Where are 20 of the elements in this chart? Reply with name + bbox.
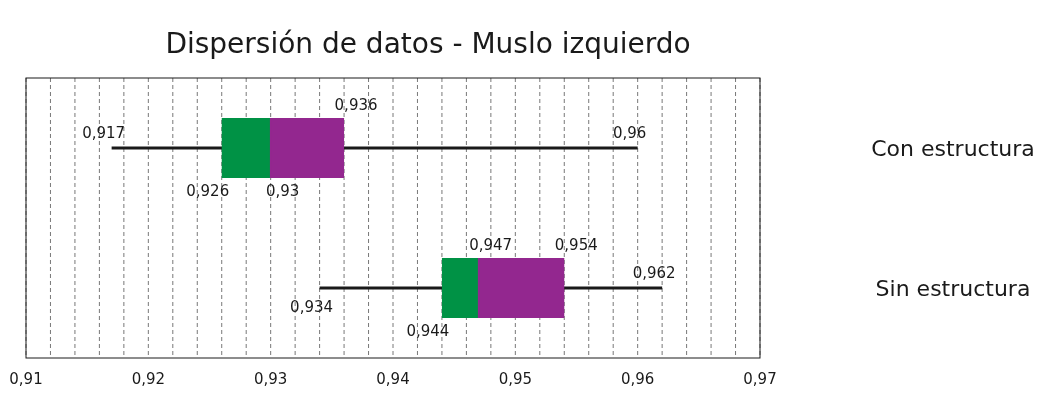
x-tick-label: 0,95 bbox=[498, 370, 533, 388]
annotation: 0,944 bbox=[406, 322, 450, 340]
annotation: 0,93 bbox=[265, 182, 300, 200]
annotation: 0,936 bbox=[334, 96, 378, 114]
x-tick-label: 0,93 bbox=[253, 370, 288, 388]
annotation: 0,934 bbox=[290, 298, 334, 316]
annotation: 0,947 bbox=[469, 236, 513, 254]
y-tick-label: Con estructura bbox=[871, 136, 1035, 161]
x-tick-label: 0,94 bbox=[376, 370, 410, 388]
x-tick-label: 0,96 bbox=[620, 370, 655, 388]
x-tick-label: 0,97 bbox=[743, 370, 777, 388]
x-tick-label: 0,91 bbox=[9, 370, 43, 388]
x-tick-label: 0,92 bbox=[131, 370, 166, 388]
annotation: 0,926 bbox=[186, 182, 230, 200]
annotation: 0,96 bbox=[612, 124, 647, 142]
annotation: 0,962 bbox=[632, 264, 676, 282]
annotation: 0,917 bbox=[82, 124, 126, 142]
y-tick-label: Sin estructura bbox=[875, 276, 1031, 301]
annotation: 0,954 bbox=[554, 236, 598, 254]
chart-title: Dispersión de datos - Muslo izquierdo bbox=[165, 27, 691, 60]
